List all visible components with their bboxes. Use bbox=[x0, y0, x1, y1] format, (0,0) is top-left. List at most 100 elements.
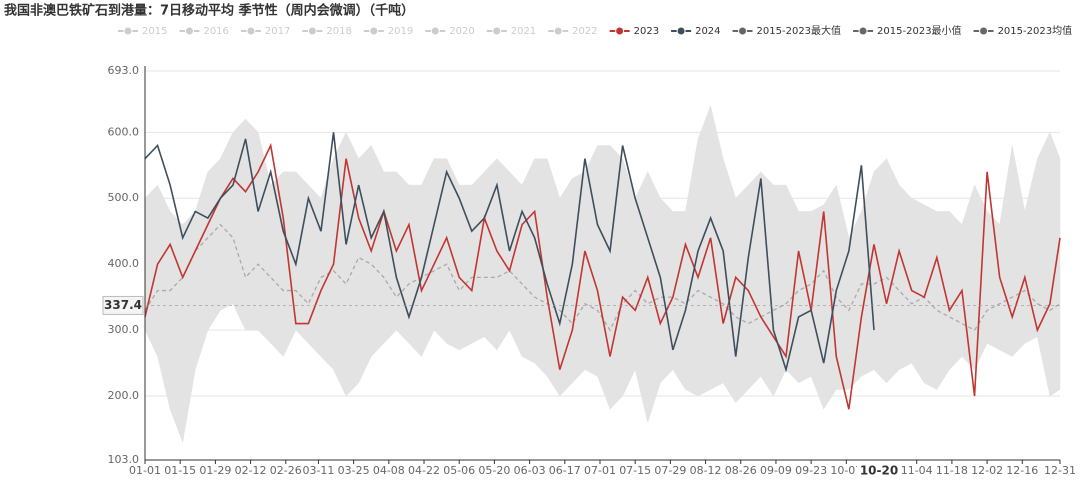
range-band bbox=[195, 171, 209, 370]
range-band bbox=[383, 171, 397, 344]
y-tick-label: 200.0 bbox=[108, 389, 140, 402]
legend-item[interactable]: 2015-2023均值 bbox=[973, 24, 1073, 37]
legend-item[interactable]: 2020 bbox=[425, 26, 475, 37]
pointer-x-label: 10-20 bbox=[860, 464, 898, 478]
series-line bbox=[144, 132, 875, 373]
range-band bbox=[446, 158, 460, 351]
legend-marker bbox=[553, 26, 563, 36]
y-tick-label: 693.0 bbox=[108, 64, 140, 77]
legend-marker bbox=[184, 26, 194, 36]
range-band bbox=[748, 171, 762, 391]
legend-label: 2015-2023均值 bbox=[998, 24, 1073, 37]
range-band bbox=[421, 158, 435, 357]
range-band bbox=[735, 184, 749, 404]
legend-marker bbox=[430, 26, 440, 36]
range-band bbox=[697, 105, 711, 397]
x-tick-label: 01-15 bbox=[164, 464, 196, 477]
legend-marker bbox=[369, 26, 379, 36]
x-tick-label: 08-12 bbox=[690, 464, 722, 477]
x-tick-label: 07-29 bbox=[654, 464, 686, 477]
range-band bbox=[597, 145, 611, 410]
legend-marker bbox=[492, 26, 502, 36]
legend-item[interactable]: 2021 bbox=[486, 26, 536, 37]
range-band bbox=[898, 184, 912, 371]
range-band bbox=[358, 144, 372, 383]
range-band bbox=[257, 132, 271, 344]
chart-title: 我国非澳巴铁矿石到港量：7日移动平均 季节性（周内会微调）（千吨） bbox=[4, 3, 414, 19]
range-band bbox=[861, 171, 875, 377]
y-tick-label: 500.0 bbox=[108, 191, 140, 204]
range-band bbox=[810, 204, 824, 410]
range-band bbox=[986, 210, 1000, 351]
x-tick-label: 03-11 bbox=[302, 464, 334, 477]
range-band bbox=[785, 184, 799, 384]
range-band bbox=[722, 158, 736, 404]
x-tick-label: 06-17 bbox=[549, 464, 581, 477]
legend-marker bbox=[979, 26, 989, 36]
legend-item[interactable]: 2015 bbox=[118, 26, 167, 37]
range-band bbox=[1037, 132, 1051, 397]
range-band bbox=[1024, 158, 1038, 344]
x-tick-label: 12-16 bbox=[1006, 464, 1038, 477]
legend-item[interactable]: 2023 bbox=[609, 26, 659, 37]
legend-item[interactable]: 2016 bbox=[179, 26, 229, 37]
x-tick-label: 10-07 bbox=[830, 464, 862, 477]
legend-marker bbox=[738, 26, 748, 36]
y-tick-label: 300.0 bbox=[108, 323, 140, 336]
legend-label: 2018 bbox=[326, 26, 351, 37]
range-band bbox=[1011, 145, 1026, 358]
legend-item[interactable]: 2015-2023最小值 bbox=[853, 24, 962, 37]
x-tick-label: 05-06 bbox=[443, 464, 475, 477]
pointer-y-label: 337.4 bbox=[104, 298, 142, 312]
range-band bbox=[182, 210, 196, 443]
range-band bbox=[911, 197, 925, 384]
legend-marker bbox=[676, 26, 686, 36]
x-tick-label: 03-25 bbox=[338, 464, 370, 477]
range-band bbox=[999, 145, 1013, 357]
pointer-y-box bbox=[102, 295, 144, 315]
x-tick-label: 12-02 bbox=[971, 464, 1003, 477]
range-band bbox=[408, 184, 422, 358]
x-tick-label: 11-04 bbox=[901, 464, 933, 477]
legend-label: 2015-2023最大值 bbox=[757, 24, 842, 37]
legend-marker bbox=[246, 26, 256, 36]
x-tick-label: 04-08 bbox=[373, 464, 405, 477]
range-band bbox=[584, 145, 598, 377]
legend-marker bbox=[858, 26, 868, 36]
range-band bbox=[572, 171, 586, 384]
legend-label: 2019 bbox=[388, 26, 413, 37]
y-tick-label: 600.0 bbox=[108, 125, 140, 138]
x-tick-label: 01-01 bbox=[129, 464, 161, 477]
range-band bbox=[622, 158, 636, 397]
legend-item[interactable]: 2017 bbox=[240, 26, 290, 37]
legend-item[interactable]: 2015-2023最大值 bbox=[732, 24, 842, 37]
range-band bbox=[458, 184, 473, 351]
x-tick-label: 07-01 bbox=[584, 464, 616, 477]
range-band bbox=[521, 158, 535, 364]
legend-item[interactable]: 2024 bbox=[671, 26, 721, 37]
range-band bbox=[886, 158, 900, 384]
legend-marker bbox=[615, 26, 625, 36]
x-tick-label: 07-15 bbox=[619, 464, 651, 477]
legend-label: 2015-2023最小值 bbox=[877, 24, 962, 37]
x-tick-label: 08-26 bbox=[725, 464, 757, 477]
range-band bbox=[534, 158, 548, 377]
x-tick-label: 05-20 bbox=[478, 464, 510, 477]
x-tick-label: 09-23 bbox=[795, 464, 827, 477]
legend-item[interactable]: 2019 bbox=[363, 26, 413, 37]
range-band bbox=[396, 171, 410, 344]
legend-label: 2020 bbox=[449, 26, 474, 37]
x-tick-label: 02-26 bbox=[270, 464, 302, 477]
range-band bbox=[685, 138, 699, 397]
x-tick-label: 02-12 bbox=[235, 464, 267, 477]
legend-item[interactable]: 2018 bbox=[302, 26, 352, 37]
legend-label: 2022 bbox=[572, 26, 597, 37]
legend-item[interactable]: 2022 bbox=[548, 26, 598, 37]
x-tick-label: 12-31 bbox=[1044, 464, 1076, 477]
range-band bbox=[207, 158, 221, 331]
x-tick-label: 11-18 bbox=[936, 464, 968, 477]
range-band bbox=[924, 204, 938, 390]
legend-label: 2023 bbox=[634, 26, 659, 37]
x-tick-label: 01-29 bbox=[199, 464, 231, 477]
